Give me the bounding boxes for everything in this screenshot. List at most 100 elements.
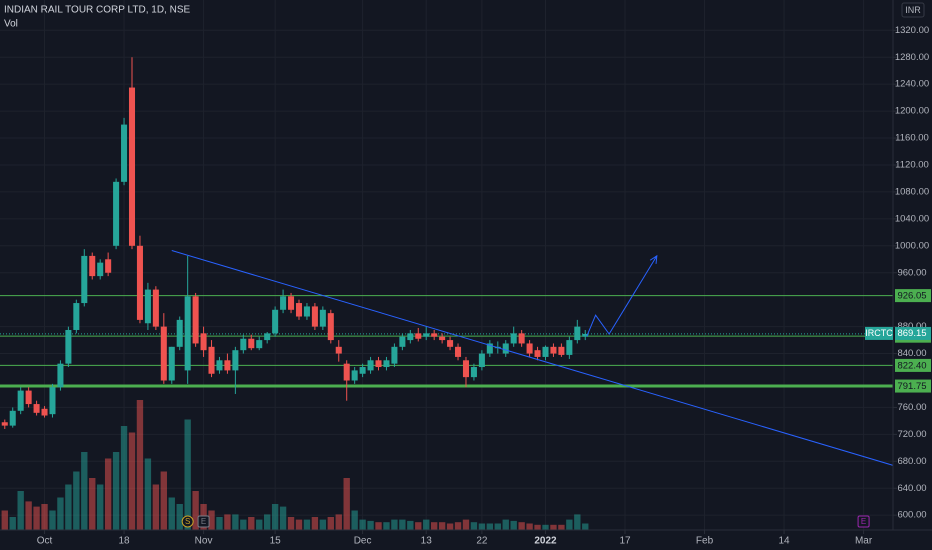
volume-bar	[454, 522, 462, 530]
candle-body	[232, 350, 239, 371]
volume-bar	[399, 519, 406, 530]
candle-body	[311, 306, 318, 327]
candle-body	[128, 87, 136, 246]
volume-bar	[9, 517, 16, 530]
candle-body	[439, 336, 446, 341]
y-tick-label: 1240.00	[895, 79, 929, 90]
candle-body	[192, 296, 199, 344]
candle-body	[73, 303, 80, 330]
candle-body	[470, 367, 477, 378]
volume-bar	[271, 504, 279, 530]
volume-bar	[582, 523, 589, 530]
event-label[interactable]: S	[185, 517, 190, 526]
candle-body	[478, 353, 485, 368]
level-label: 791.75	[897, 381, 926, 392]
candle-body	[391, 346, 398, 364]
candle-body	[1, 422, 8, 426]
volume-bar	[65, 484, 72, 530]
candle-body	[462, 360, 470, 378]
volume-bar	[216, 517, 223, 530]
volume-bar	[438, 522, 446, 530]
currency-box[interactable]	[901, 2, 925, 18]
candle-body	[375, 360, 382, 368]
candle-body	[423, 333, 430, 337]
candle-body	[200, 333, 207, 351]
volume-bar	[486, 523, 494, 530]
candle-body	[136, 245, 143, 320]
candle-body	[518, 333, 525, 344]
x-tick-label: 15	[270, 536, 282, 547]
volume-bar	[168, 497, 175, 530]
volume-bar	[446, 523, 454, 530]
volume-bar	[319, 519, 327, 530]
volume-bar	[264, 514, 271, 530]
candle-body	[455, 346, 462, 357]
candle-body	[407, 333, 414, 341]
candle-body	[184, 296, 191, 371]
event-marker[interactable]	[857, 515, 870, 528]
candle-body	[41, 408, 48, 416]
volume-bar	[57, 497, 64, 530]
level-label-box	[895, 289, 931, 303]
candle-body	[65, 329, 72, 364]
candle-body	[280, 296, 287, 310]
volume-bar	[335, 514, 342, 530]
candle-body	[152, 289, 159, 327]
y-tick-label: 600.00	[897, 510, 926, 521]
volume-bar	[423, 519, 430, 530]
event-label[interactable]: E	[861, 517, 866, 526]
volume-bar	[407, 520, 414, 530]
currency-label[interactable]: INR	[905, 5, 921, 15]
event-marker[interactable]	[197, 515, 210, 528]
candle-body	[367, 360, 374, 371]
volume-bar	[430, 522, 438, 530]
volume-bar	[152, 484, 160, 530]
volume-bar	[375, 522, 382, 530]
y-tick-label: 640.00	[897, 483, 926, 494]
volume-bar	[176, 504, 183, 530]
event-marker[interactable]	[181, 515, 194, 528]
candle-body	[288, 296, 295, 310]
volume-bar	[518, 522, 525, 530]
volume-bar	[112, 452, 120, 530]
x-tick-label: 14	[778, 536, 790, 547]
y-tick-label: 720.00	[897, 429, 926, 440]
candle-body	[295, 303, 303, 317]
candle-body	[224, 360, 231, 371]
candle-body	[582, 333, 589, 337]
y-tick-label: 1000.00	[895, 240, 929, 251]
y-tick-label: 1320.00	[895, 25, 929, 36]
volume-bar	[534, 524, 541, 530]
volume-bar	[415, 522, 422, 530]
x-tick-label: 22	[476, 536, 488, 547]
volume-bar	[494, 523, 501, 530]
volume-bar	[303, 519, 311, 530]
volume-bar	[192, 491, 199, 530]
candle-body	[144, 289, 151, 324]
volume-bar	[208, 510, 215, 530]
candle-body	[264, 333, 271, 341]
trend-drawing	[171, 250, 894, 466]
candle-body	[319, 309, 326, 327]
volume-bar	[550, 524, 557, 530]
event-label[interactable]: E	[201, 517, 206, 526]
trend-drawing	[586, 255, 658, 337]
candle-body	[33, 404, 40, 413]
candle-body	[351, 370, 358, 381]
level-label: 926.05	[897, 291, 926, 302]
candle-body	[574, 326, 581, 341]
y-tick-label: 680.00	[897, 456, 926, 467]
y-tick-label: 1080.00	[895, 186, 929, 197]
x-tick-label: 13	[421, 536, 433, 547]
y-tick-label: 1200.00	[895, 106, 929, 117]
volume-bar	[128, 432, 136, 530]
candle-body	[415, 333, 422, 339]
last-price-box	[895, 326, 931, 340]
candle-body	[486, 343, 493, 354]
candle-body	[327, 313, 334, 341]
volume-bar	[136, 400, 144, 530]
volume-bar	[224, 514, 231, 530]
volume-bar	[558, 524, 565, 530]
volume-bar	[17, 491, 24, 530]
candle-body	[256, 340, 263, 349]
